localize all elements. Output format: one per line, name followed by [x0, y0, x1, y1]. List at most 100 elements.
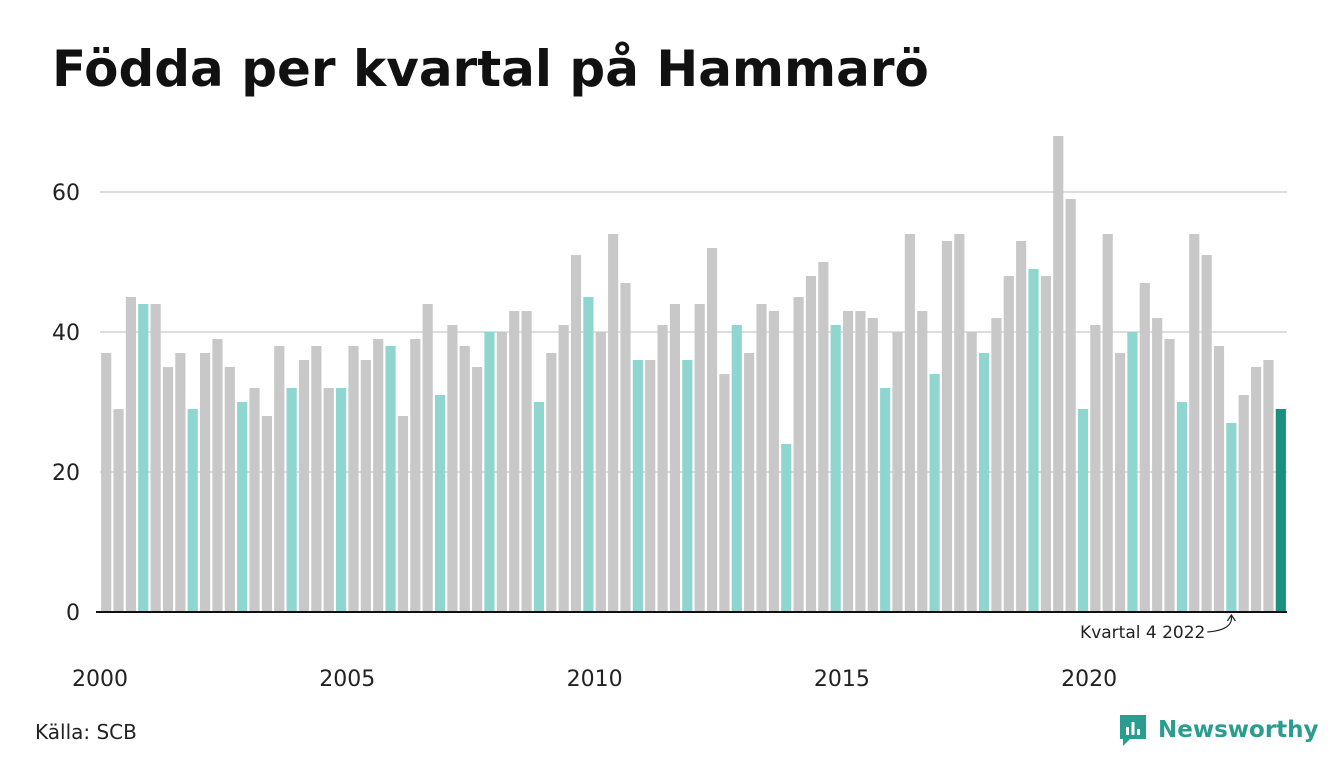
bar [558, 325, 569, 612]
bar [632, 360, 643, 612]
bar [336, 388, 347, 612]
y-axis-labels: 0 20 40 60 [52, 181, 80, 626]
bar [1003, 276, 1014, 612]
bar [669, 304, 681, 612]
chart-title: Födda per kvartal på Hammarö [52, 40, 929, 98]
bar [1263, 360, 1274, 612]
bar [620, 283, 631, 612]
bar [323, 388, 334, 612]
bar [286, 388, 297, 612]
bar [818, 262, 829, 612]
x-tick-label: 2010 [567, 667, 623, 692]
bar [1102, 234, 1113, 612]
bar [447, 325, 458, 612]
bar [509, 311, 520, 612]
bar [1053, 136, 1064, 612]
source-note: Källa: SCB [35, 720, 137, 744]
bar [954, 234, 965, 612]
bar [744, 353, 755, 612]
bar [657, 325, 668, 612]
bar [1164, 339, 1175, 612]
bar [187, 409, 198, 612]
bar [991, 318, 1002, 612]
bar [1176, 402, 1187, 612]
bar [410, 339, 421, 612]
bar [756, 304, 767, 612]
bar [917, 311, 928, 612]
bar [731, 325, 742, 612]
bar [706, 248, 718, 612]
bar [805, 276, 817, 612]
bar [373, 339, 384, 612]
bar [768, 311, 779, 612]
bar [694, 304, 705, 612]
bar [311, 346, 322, 612]
bar [1226, 423, 1237, 612]
bar [570, 255, 582, 612]
bar [608, 234, 619, 612]
bar [583, 297, 594, 612]
bar [459, 346, 470, 612]
bar [1275, 409, 1286, 612]
bar [929, 374, 940, 612]
bar [1189, 234, 1200, 612]
bar [533, 402, 545, 612]
bar [298, 360, 310, 612]
bar [546, 353, 557, 612]
bar [1213, 346, 1225, 612]
bar [261, 416, 272, 612]
bar [200, 353, 211, 612]
bar [348, 346, 359, 612]
bar [212, 339, 223, 612]
bar [397, 416, 409, 612]
bar [1201, 255, 1212, 612]
bar [472, 367, 483, 612]
bar [719, 374, 730, 612]
bar [1016, 241, 1027, 612]
bar [1139, 283, 1150, 612]
bar [892, 332, 903, 612]
bar [645, 360, 656, 612]
bar [484, 332, 495, 612]
bar [434, 395, 446, 612]
bar [125, 297, 136, 612]
bar [830, 325, 841, 612]
bar [422, 304, 433, 612]
brand-logo: Newsworthy [1118, 712, 1319, 748]
bar [385, 346, 396, 612]
bar [880, 388, 891, 612]
bar [1065, 199, 1076, 612]
annotation: Kvartal 4 2022 [1080, 613, 1236, 643]
bar [249, 388, 260, 612]
x-tick-label: 2020 [1061, 667, 1117, 692]
x-tick-label: 2015 [814, 667, 870, 692]
bar [1040, 276, 1051, 612]
bar [1152, 318, 1163, 612]
annotation-arrow-icon [1207, 613, 1236, 633]
bar [1115, 353, 1126, 612]
bar [855, 311, 866, 612]
bar [150, 304, 161, 612]
bar [1238, 395, 1249, 612]
bar [224, 367, 235, 612]
bar [1028, 269, 1039, 612]
brand-name: Newsworthy [1158, 717, 1319, 743]
x-axis-labels: 2000 2005 2010 2015 2020 [72, 667, 1117, 692]
bar [101, 353, 112, 612]
bar [966, 332, 977, 612]
bar [1077, 409, 1089, 612]
bar [113, 409, 124, 612]
bar [496, 332, 507, 612]
x-tick-label: 2005 [319, 667, 375, 692]
bar [175, 353, 186, 612]
y-tick-label: 40 [52, 321, 80, 346]
bar [237, 402, 248, 612]
bar [162, 367, 174, 612]
bar [941, 241, 953, 612]
bar-chart: 0 20 40 60 2000 2005 2010 2015 2020 Kvartal 4 2… [52, 136, 1287, 692]
bar [1090, 325, 1101, 612]
bar [867, 318, 878, 612]
bar [781, 444, 792, 612]
annotation-label: Kvartal 4 2022 [1080, 623, 1205, 643]
bar [682, 360, 693, 612]
